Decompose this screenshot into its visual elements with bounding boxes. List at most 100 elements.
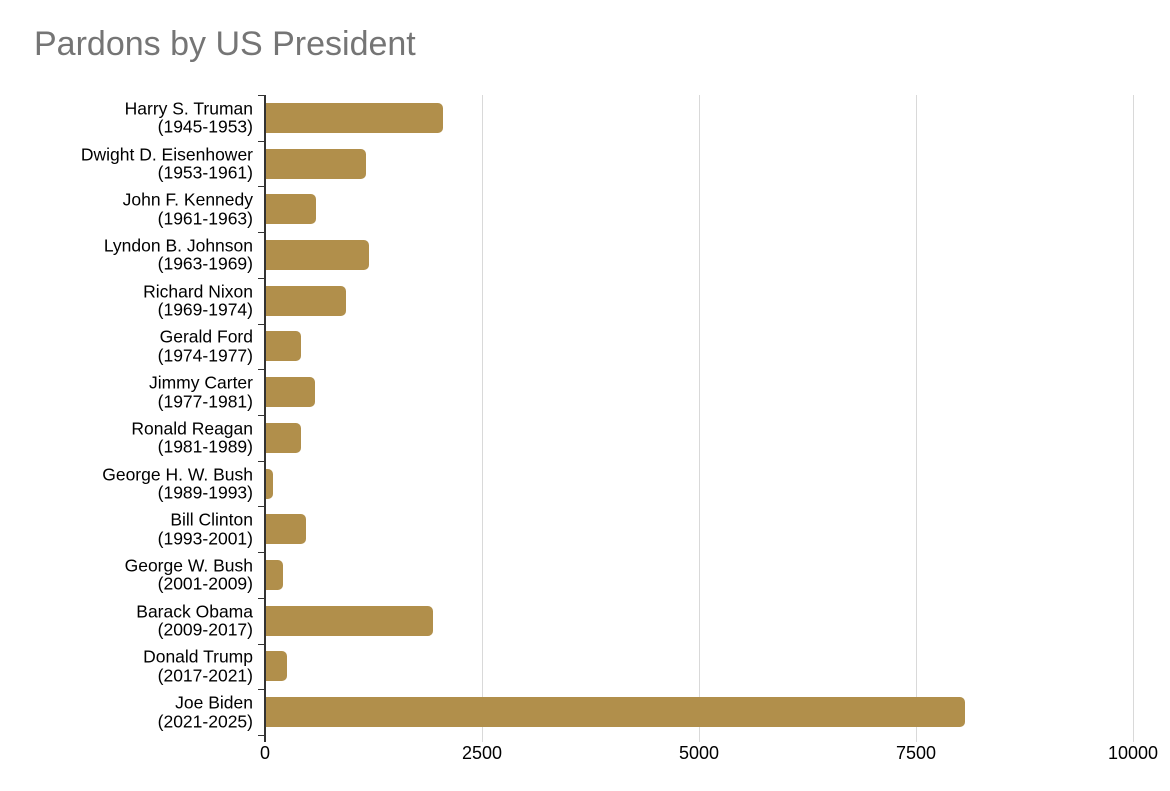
- category-label: John F. Kennedy (1961-1963): [0, 191, 253, 228]
- president-name: George H. W. Bush: [102, 464, 253, 485]
- y-axis-tick: [258, 552, 265, 553]
- president-term-years: (1945-1953): [157, 116, 253, 137]
- category-label: Richard Nixon (1969-1974): [0, 282, 253, 319]
- category-label: Jimmy Carter (1977-1981): [0, 374, 253, 411]
- bar-track: [266, 102, 1133, 133]
- y-axis-tick: [258, 689, 265, 690]
- y-axis-tick: [258, 278, 265, 279]
- chart-row: Lyndon B. Johnson (1963-1969): [0, 232, 1170, 278]
- bar-barack-obama: [266, 605, 434, 636]
- president-term-years: (1977-1981): [157, 391, 253, 412]
- bar-track: [266, 514, 1133, 545]
- gridline-2500: [482, 95, 483, 742]
- president-term-years: (1953-1961): [157, 162, 253, 183]
- gridline-5000: [699, 95, 700, 742]
- chart-title: Pardons by US President: [34, 25, 416, 63]
- bar-track: [266, 285, 1133, 316]
- president-term-years: (1993-2001): [157, 528, 253, 549]
- category-label: Lyndon B. Johnson (1963-1969): [0, 236, 253, 273]
- bar-ronald-reagan: [266, 422, 302, 453]
- y-axis-tick: [258, 644, 265, 645]
- president-name: Jimmy Carter: [148, 372, 253, 393]
- x-tick-label-0: 0: [259, 743, 271, 763]
- bar-harry-s-truman: [266, 102, 444, 133]
- bar-track: [266, 239, 1133, 270]
- y-axis-tick: [258, 324, 265, 325]
- president-name: John F. Kennedy: [122, 189, 253, 210]
- president-term-years: (1974-1977): [157, 345, 253, 366]
- chart-row: Harry S. Truman (1945-1953): [0, 95, 1170, 141]
- bar-track: [266, 422, 1133, 453]
- y-axis-tick: [258, 461, 265, 462]
- bar-jimmy-carter: [266, 377, 316, 408]
- category-label: Dwight D. Eisenhower (1953-1961): [0, 145, 253, 182]
- category-label: Ronald Reagan (1981-1989): [0, 419, 253, 456]
- bar-track: [266, 331, 1133, 362]
- president-name: Dwight D. Eisenhower: [80, 144, 253, 165]
- y-axis-tick: [258, 506, 265, 507]
- chart-row: George H. W. Bush (1989-1993): [0, 461, 1170, 507]
- president-term-years: (1969-1974): [157, 299, 253, 320]
- president-name: George W. Bush: [124, 555, 253, 576]
- bar-gerald-ford: [266, 331, 302, 362]
- bar-donald-trump: [266, 651, 287, 682]
- x-tick-label-2500: 2500: [461, 743, 503, 763]
- president-name: Harry S. Truman: [124, 98, 253, 119]
- chart-row: Donald Trump (2017-2021): [0, 644, 1170, 690]
- x-axis-labels: 0 2500 5000 7500 10000: [260, 743, 1158, 767]
- president-name: Joe Biden: [175, 692, 253, 713]
- president-name: Richard Nixon: [143, 281, 253, 302]
- bar-george-w-bush: [266, 559, 284, 590]
- y-axis-tick: [258, 232, 265, 233]
- president-name: Bill Clinton: [170, 509, 253, 530]
- president-name: Barack Obama: [136, 601, 253, 622]
- category-label: Barack Obama (2009-2017): [0, 602, 253, 639]
- chart-row: Ronald Reagan (1981-1989): [0, 415, 1170, 461]
- president-term-years: (1961-1963): [157, 208, 253, 229]
- bar-track: [266, 651, 1133, 682]
- y-axis-tick: [258, 369, 265, 370]
- president-term-years: (2009-2017): [157, 619, 253, 640]
- chart-row: Barack Obama (2009-2017): [0, 598, 1170, 644]
- bar-track: [266, 194, 1133, 225]
- category-label: George W. Bush (2001-2009): [0, 556, 253, 593]
- y-axis-baseline: [264, 95, 266, 742]
- bar-john-f-kennedy: [266, 194, 316, 225]
- president-name: Lyndon B. Johnson: [103, 235, 253, 256]
- president-name: Gerald Ford: [159, 326, 253, 347]
- bar-bill-clinton: [266, 514, 306, 545]
- chart-row: Joe Biden (2021-2025): [0, 689, 1170, 735]
- president-term-years: (2017-2021): [157, 665, 253, 686]
- gridline-7500: [916, 95, 917, 742]
- president-term-years: (2001-2009): [157, 573, 253, 594]
- president-term-years: (1963-1969): [157, 253, 253, 274]
- chart-row: John F. Kennedy (1961-1963): [0, 186, 1170, 232]
- bar-track: [266, 377, 1133, 408]
- chart-row: Richard Nixon (1969-1974): [0, 278, 1170, 324]
- x-tick-label-10000: 10000: [1107, 743, 1159, 763]
- bar-track: [266, 605, 1133, 636]
- y-axis-tick: [258, 95, 265, 96]
- president-term-years: (1981-1989): [157, 436, 253, 457]
- chart-row: Gerald Ford (1974-1977): [0, 324, 1170, 370]
- y-axis-tick: [258, 415, 265, 416]
- chart-row: George W. Bush (2001-2009): [0, 552, 1170, 598]
- bar-track: [266, 697, 1133, 728]
- x-tick-label-7500: 7500: [895, 743, 937, 763]
- category-label: George H. W. Bush (1989-1993): [0, 465, 253, 502]
- president-name: Donald Trump: [143, 646, 253, 667]
- president-term-years: (2021-2025): [157, 711, 253, 732]
- bar-richard-nixon: [266, 285, 347, 316]
- y-axis-tick: [258, 735, 265, 736]
- bar-joe-biden: [266, 697, 966, 728]
- president-term-years: (1989-1993): [157, 482, 253, 503]
- plot-area: Harry S. Truman (1945-1953) Dwight D. Eise…: [0, 95, 1170, 742]
- category-label: Gerald Ford (1974-1977): [0, 328, 253, 365]
- gridline-10000: [1133, 95, 1134, 742]
- bar-lyndon-b-johnson: [266, 239, 369, 270]
- category-label: Harry S. Truman (1945-1953): [0, 99, 253, 136]
- bar-track: [266, 148, 1133, 179]
- bar-george-h-w-bush: [266, 468, 273, 499]
- category-label: Bill Clinton (1993-2001): [0, 511, 253, 548]
